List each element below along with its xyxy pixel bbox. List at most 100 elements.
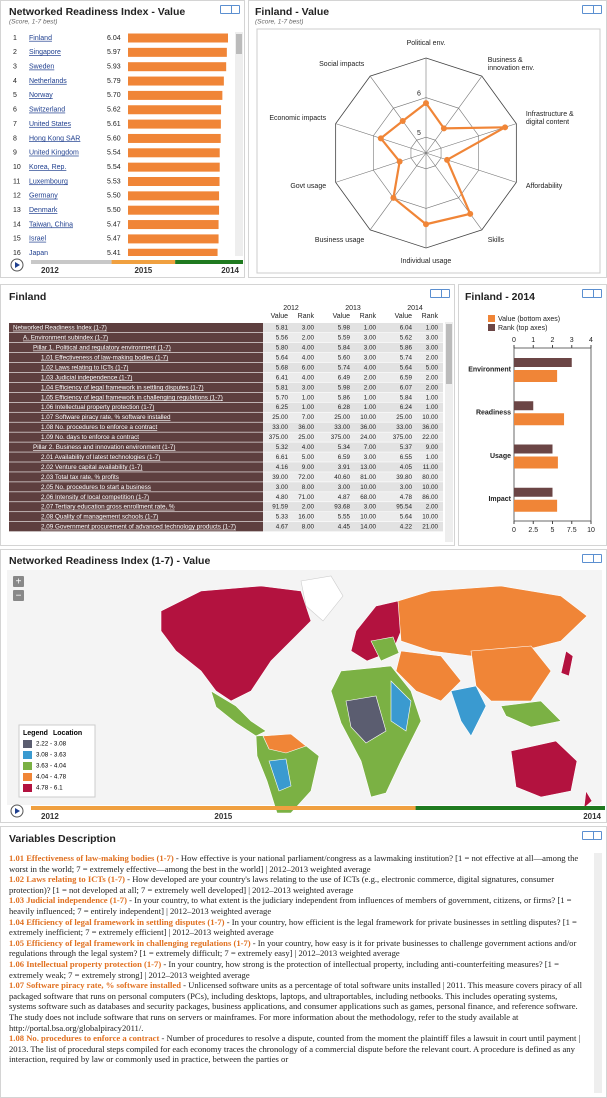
cell: 5.64 <box>400 514 413 521</box>
radar-point[interactable] <box>467 210 474 217</box>
row-label[interactable]: 1.02 Laws relating to ICTs (1-7) <box>41 364 129 371</box>
timeline[interactable]: 2012 2015 2014 <box>10 258 243 275</box>
country[interactable] <box>470 645 552 702</box>
timeline[interactable]: 2012 2015 2014 <box>10 804 605 821</box>
row-label[interactable]: A. Environment subindex (1-7) <box>23 335 108 342</box>
row-label[interactable]: Pillar 1. Political and regulatory envir… <box>33 345 171 352</box>
chart-subtitle: (Score, 1-7 best) <box>255 19 303 26</box>
bar[interactable] <box>514 456 558 469</box>
zoom-label[interactable]: + <box>16 577 22 588</box>
bar[interactable] <box>514 444 553 454</box>
bottom-tick-label: 7.5 <box>567 527 577 534</box>
row-label[interactable]: 2.07 Tertiary education gross enrollment… <box>41 504 175 511</box>
scroll-thumb[interactable] <box>446 324 452 384</box>
country[interactable] <box>583 790 593 809</box>
row-label[interactable]: 2.05 No. procedures to start a business <box>41 484 151 491</box>
radar-point[interactable] <box>399 117 406 124</box>
country-link[interactable]: Taiwan, China <box>29 221 73 228</box>
radar-point[interactable] <box>390 194 397 201</box>
scrollbar[interactable] <box>235 32 243 256</box>
scrollbar[interactable] <box>445 322 453 542</box>
bar <box>128 33 228 43</box>
country[interactable] <box>395 650 462 702</box>
row-label[interactable]: 2.06 Intensity of local competition (1-7… <box>41 494 149 501</box>
bar-panel: Finland - 2014 Value (bottom axes) Rank (t… <box>458 284 607 546</box>
row-value-cell <box>263 472 443 482</box>
column-header: Rank <box>298 313 315 320</box>
country-link[interactable]: United States <box>29 121 72 128</box>
row-label[interactable]: 1.06 Intellectual property protection (1… <box>41 404 154 411</box>
country-link[interactable]: Denmark <box>29 207 58 214</box>
radar-point[interactable] <box>377 135 384 142</box>
radar-point[interactable] <box>423 100 429 107</box>
row-label[interactable]: 1.03 Judicial independence (1-7) <box>41 374 132 381</box>
country-link[interactable]: Singapore <box>29 49 61 56</box>
cell: 86.00 <box>422 494 438 501</box>
row-label[interactable]: 1.04 Efficiency of legal framework in se… <box>41 384 204 391</box>
variable-entry: 1.05 Efficiency of legal framework in ch… <box>9 938 585 959</box>
row-label[interactable]: 1.01 Effectiveness of law-making bodies … <box>41 354 168 361</box>
zoom-button[interactable] <box>13 576 24 587</box>
country-link[interactable]: Germany <box>29 193 58 200</box>
country[interactable] <box>560 650 574 677</box>
country-link[interactable]: Netherlands <box>29 78 67 85</box>
bar[interactable] <box>514 358 572 367</box>
bar[interactable] <box>514 487 553 497</box>
row-label-cell <box>9 432 263 442</box>
row-label[interactable]: 1.05 Efficiency of legal framework in ch… <box>41 394 223 401</box>
scrollbar[interactable] <box>594 853 602 1093</box>
cell: 8.00 <box>302 484 315 491</box>
country-link[interactable]: Luxembourg <box>29 178 68 185</box>
country-link[interactable]: United Kingdom <box>29 150 79 157</box>
country[interactable] <box>160 585 312 702</box>
zoom-label[interactable]: − <box>16 591 22 602</box>
row-label[interactable]: 1.09 No. days to enforce a contract <box>41 434 139 441</box>
country-link[interactable]: Switzerland <box>29 107 65 114</box>
cell: 36.00 <box>422 424 438 431</box>
country[interactable] <box>268 758 292 792</box>
country[interactable] <box>300 575 344 622</box>
bar[interactable] <box>514 413 565 426</box>
country-link[interactable]: Japan <box>29 250 48 257</box>
country[interactable] <box>510 740 578 798</box>
row-label[interactable]: 2.08 Quality of management schools (1-7) <box>41 514 158 521</box>
country[interactable] <box>370 636 400 662</box>
country[interactable] <box>390 680 412 732</box>
radar-point[interactable] <box>502 124 509 131</box>
country[interactable] <box>450 685 487 737</box>
country-link[interactable]: Israel <box>29 236 47 243</box>
variable-text: - In your country, to what extent is the… <box>9 895 572 916</box>
row-value-cell <box>263 462 443 472</box>
bar[interactable] <box>514 370 558 382</box>
row-label[interactable]: 2.03 Total tax rate, % profits <box>41 474 119 481</box>
row-label[interactable]: 1.08 No. procedures to enforce a contrac… <box>41 424 157 431</box>
cell: 1.00 <box>364 404 377 411</box>
row-label[interactable]: 1.07 Software piracy rate, % software in… <box>41 414 171 421</box>
row-label[interactable]: Pillar 2. Business and innovation enviro… <box>33 444 175 451</box>
bar[interactable] <box>514 499 558 512</box>
row-label[interactable]: 2.02 Venture capital availability (1-7) <box>41 464 143 471</box>
country[interactable] <box>262 733 307 754</box>
radar-point[interactable] <box>423 221 429 228</box>
country-link[interactable]: Sweden <box>29 64 54 71</box>
row-label[interactable]: 2.09 Government procurement of advanced … <box>41 524 236 531</box>
cell: 4.00 <box>364 364 377 371</box>
row-label[interactable]: Networked Readiness Index (1-7) <box>13 325 107 332</box>
radar-point[interactable] <box>396 158 403 165</box>
country[interactable] <box>500 700 562 728</box>
country-link[interactable]: Finland <box>29 35 52 42</box>
zoom-button[interactable] <box>13 590 24 601</box>
bar[interactable] <box>514 401 534 411</box>
scroll-thumb[interactable] <box>236 34 242 54</box>
country-link[interactable]: Korea, Rep. <box>29 164 66 171</box>
country-link[interactable]: Norway <box>29 92 53 99</box>
country[interactable] <box>345 695 387 744</box>
country-link[interactable]: Hong Kong SAR <box>29 135 80 142</box>
country[interactable] <box>210 690 267 737</box>
country[interactable] <box>397 585 588 657</box>
radar-point[interactable] <box>440 125 447 132</box>
rank: 16 <box>13 250 21 257</box>
bar <box>128 76 224 86</box>
radar-point[interactable] <box>444 156 451 163</box>
row-label[interactable]: 2.01 Availability of latest technologies… <box>41 454 160 461</box>
